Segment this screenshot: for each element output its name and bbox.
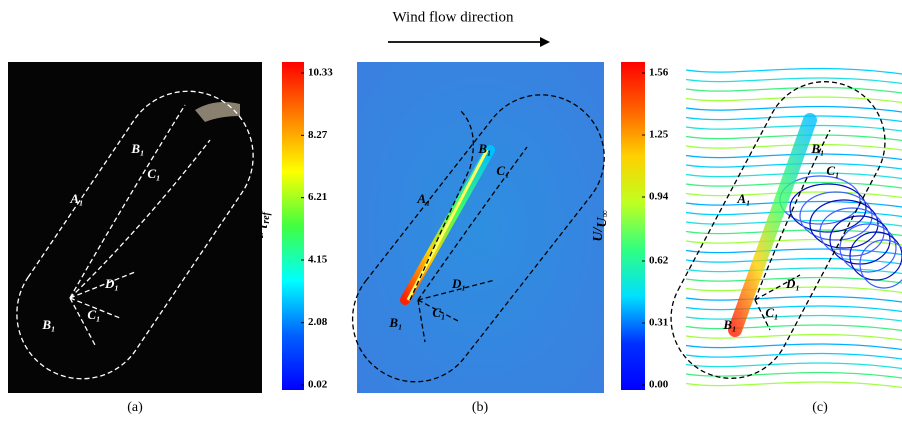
tick-label: 1.56 <box>649 67 669 79</box>
tick-label: 0.62 <box>649 255 669 267</box>
tick-label: 10.33 <box>308 67 333 79</box>
tick-label: 6.21 <box>308 191 327 203</box>
streamline <box>685 333 902 341</box>
streamline <box>685 371 902 379</box>
streamline <box>685 124 902 132</box>
colorbar-fill <box>282 62 304 390</box>
region-label: B₁ <box>722 317 736 332</box>
streamline <box>685 181 902 189</box>
region-label: C₁ <box>496 163 509 178</box>
region-label: B₁ <box>477 141 491 156</box>
label-part: U <box>591 231 606 242</box>
streamline <box>685 162 902 170</box>
label-part: ∞ <box>600 210 611 217</box>
label-part: τ <box>252 233 267 240</box>
streamline <box>685 96 902 104</box>
tick-label: 2.08 <box>308 316 328 328</box>
region-label: C₁ <box>826 163 839 178</box>
region-label: D₁ <box>104 276 119 291</box>
colorbar-fill <box>621 62 645 390</box>
streamline <box>685 352 902 360</box>
streamline <box>685 276 902 284</box>
vortex-line <box>819 207 885 257</box>
streamline <box>685 381 902 389</box>
streamline <box>685 314 902 322</box>
streamline <box>685 343 902 351</box>
streamline <box>685 191 902 199</box>
vortex-line <box>789 183 867 233</box>
streamline <box>685 105 902 113</box>
tick-label: 0.00 <box>649 379 669 391</box>
tick-label: 0.31 <box>649 317 668 329</box>
region-label: D₁ <box>451 276 466 291</box>
region-label: B₁ <box>41 317 55 332</box>
panel-b: A₁ B₁ C₁ D₁ C₁ B₁ <box>351 62 605 393</box>
streamline <box>685 77 902 85</box>
vortex-line <box>799 191 873 241</box>
colorbar-label: U/U∞ <box>591 210 611 241</box>
streamline <box>685 305 902 313</box>
streamline <box>685 295 902 303</box>
panel-label: (a) <box>127 400 143 415</box>
panel-a: A₁ B₁ C₁ D₁ C₁ B₁ <box>8 62 262 393</box>
streamline <box>685 257 902 265</box>
region-label: C₁ <box>765 305 778 320</box>
streamline <box>685 172 902 180</box>
region-label: C₁ <box>432 305 445 320</box>
colorbar: 1.561.250.940.620.310.00U/U∞ <box>591 62 669 391</box>
flow-arrowhead <box>540 37 550 47</box>
streamline <box>685 362 902 370</box>
streamline <box>685 324 902 332</box>
tick-label: 0.94 <box>649 191 669 203</box>
region-label: C₁ <box>147 166 160 181</box>
streamline <box>685 134 902 142</box>
region-label: D₁ <box>785 276 800 291</box>
tick-label: 8.27 <box>308 129 328 141</box>
region-label: B₁ <box>810 141 824 156</box>
region-label: B₁ <box>130 141 144 156</box>
region-label: C₁ <box>87 307 100 322</box>
tick-label: 4.15 <box>308 254 328 266</box>
streamline <box>685 248 902 256</box>
region-label: A₁ <box>736 191 750 206</box>
region-label: A₁ <box>416 191 430 206</box>
streamline <box>685 153 902 161</box>
label-slash: / <box>252 229 267 235</box>
vortex-line <box>849 231 902 281</box>
vortex-line <box>859 239 902 289</box>
colorbar: 10.338.276.214.152.080.02τ/τref <box>252 62 333 391</box>
panel-label: (c) <box>812 400 828 415</box>
streamline <box>685 143 902 151</box>
panel-label: (b) <box>472 400 489 415</box>
tick-label: 0.02 <box>308 379 328 391</box>
flow-title: Wind flow direction <box>392 9 514 25</box>
tick-label: 1.25 <box>649 129 669 141</box>
vortex-line <box>809 199 879 249</box>
vortex-line <box>839 223 897 273</box>
panel-c: A₁ B₁ C₁ D₁ C₁ B₁ <box>670 62 902 393</box>
streamline <box>685 267 902 275</box>
label-slash: / <box>591 227 606 233</box>
label-part: τ <box>256 223 271 230</box>
label-part: ref <box>261 210 272 223</box>
streamline <box>685 238 902 246</box>
streamline <box>685 115 902 123</box>
label-part: U <box>595 217 610 228</box>
streamline <box>685 67 902 75</box>
region-label: B₁ <box>388 315 402 330</box>
colorbar-label: τ/τref <box>252 210 272 240</box>
streamline <box>685 86 902 94</box>
region-label: A₁ <box>69 191 83 206</box>
